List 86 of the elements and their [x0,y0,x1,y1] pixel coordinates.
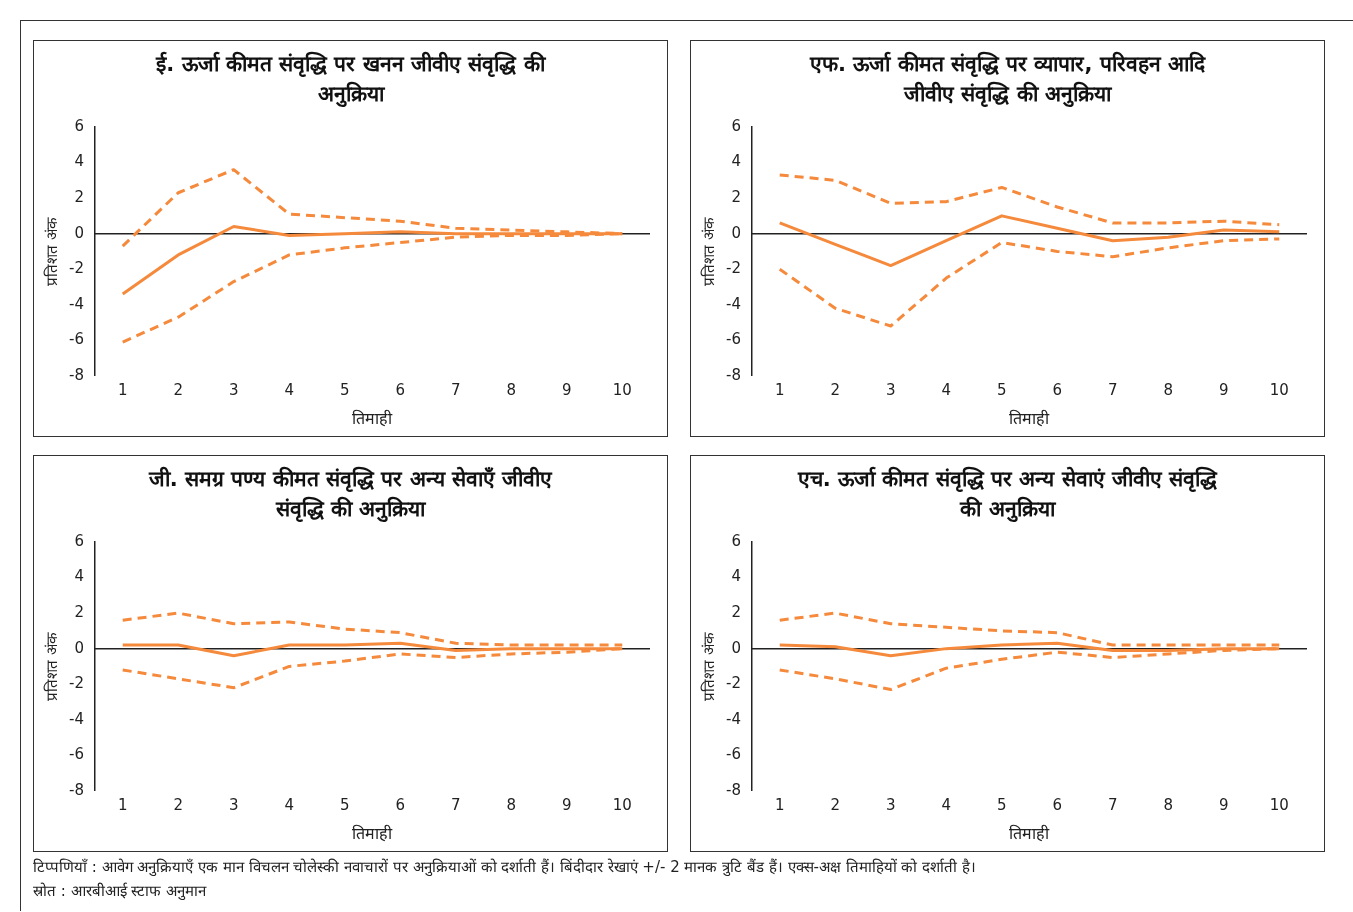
x-tick-label: 7 [450,380,461,399]
y-tick-label: 0 [74,223,84,242]
x-tick-label: 2 [173,795,183,814]
chart-title: एच. ऊर्जा कीमत संवृद्धि पर अन्य सेवाएं जीवीए संवृद्धि की अनुक्रिया [796,465,1219,524]
y-tick-label: 0 [74,638,84,657]
y-tick-label: 6 [74,116,84,135]
y-tick-label: -4 [68,294,84,313]
y-tick-label: -6 [68,330,84,349]
x-tick-label: 3 [228,380,239,399]
x-tick-label: 5 [996,380,1007,399]
chart-title: ई. ऊर्जा कीमत संवृद्धि पर खनन जीवीए संवृद्धि की अनुक्रिया [154,50,547,109]
y-tick-label: 2 [731,187,741,206]
x-tick-label: 4 [284,795,294,814]
y-axis-title: प्रतिशत अंक [699,632,718,701]
y-tick-label: 6 [731,531,741,550]
x-axis-title: तिमाही [352,408,394,428]
y-tick-label: -2 [68,674,84,693]
x-tick-label: 4 [941,380,951,399]
x-tick-label: 2 [173,380,183,399]
x-tick-label: 8 [506,380,517,399]
x-tick-label: 2 [830,380,840,399]
y-tick-label: 6 [731,116,741,135]
x-tick-label: 1 [774,380,785,399]
text: टिप्पणियाँ : आवेग अनुक्रियाएँ एक मान विचलन चोलेस्की नवाचारों पर अनुक्रियाओं को दर्शाती हैं। बिंदीदार रेखाएं +/- 2 मानक त्रुटि बैंड हैं। एक्स-अक्ष तिमाहियों को दर्शाती है। [33,857,977,878]
y-tick-label: 4 [731,567,741,586]
x-tick-label: 7 [450,795,461,814]
x-tick-label: 3 [885,795,896,814]
y-tick-label: 4 [731,152,741,171]
x-tick-label: 5 [996,795,1007,814]
y-tick-label: -8 [725,365,741,384]
x-tick-label: 3 [228,795,239,814]
chart-title: एफ. ऊर्जा कीमत संवृद्धि पर व्यापार, परिवहन आदि जीवीए संवृद्धि की अनुक्रिया [808,50,1207,109]
x-tick-label: 3 [885,380,896,399]
y-axis-title: प्रतिशत अंक [699,217,718,286]
x-tick-label: 1 [117,795,128,814]
x-tick-label: 10 [612,380,632,399]
x-tick-label: 6 [1052,380,1062,399]
y-tick-label: 0 [731,223,741,242]
x-tick-label: 6 [1052,795,1062,814]
y-tick-label: -8 [68,780,84,799]
x-tick-label: 6 [395,795,405,814]
y-tick-label: 2 [731,602,741,621]
x-tick-label: 8 [1163,795,1174,814]
x-tick-label: 10 [612,795,632,814]
x-tick-label: 10 [1269,380,1289,399]
x-axis-title: तिमाही [1009,823,1051,843]
y-tick-label: 6 [74,531,84,550]
x-tick-label: 7 [1107,795,1118,814]
y-tick-label: -6 [725,745,741,764]
y-tick-label: -4 [725,294,741,313]
x-tick-label: 8 [506,795,517,814]
x-tick-label: 5 [339,380,350,399]
x-tick-label: 4 [941,795,951,814]
y-tick-label: 2 [74,187,84,206]
y-tick-label: -6 [725,330,741,349]
x-axis-title: तिमाही [1009,408,1051,428]
y-tick-label: -2 [725,674,741,693]
y-tick-label: -8 [68,365,84,384]
x-tick-label: 6 [395,380,405,399]
x-tick-label: 4 [284,380,294,399]
x-tick-label: 1 [117,380,128,399]
y-tick-label: 0 [731,638,741,657]
y-tick-label: 2 [74,602,84,621]
y-tick-label: -4 [68,709,84,728]
x-tick-label: 5 [339,795,350,814]
y-axis-title: प्रतिशत अंक [42,217,61,286]
x-tick-label: 8 [1163,380,1174,399]
x-tick-label: 9 [561,380,572,399]
x-axis-title: तिमाही [352,823,394,843]
y-tick-label: -6 [68,745,84,764]
x-tick-label: 7 [1107,380,1118,399]
y-tick-label: -2 [68,259,84,278]
y-tick-label: -8 [725,780,741,799]
y-axis-title: प्रतिशत अंक [42,632,61,701]
y-tick-label: 4 [74,567,84,586]
x-tick-label: 2 [830,795,840,814]
x-tick-label: 10 [1269,795,1289,814]
x-tick-label: 9 [1218,380,1229,399]
x-tick-label: 1 [774,795,785,814]
x-tick-label: 9 [561,795,572,814]
x-tick-label: 9 [1218,795,1229,814]
text: स्रोत : आरबीआई स्टाफ अनुमान [33,881,208,902]
chart-title: जी. समग्र पण्य कीमत संवृद्धि पर अन्य सेवाएँ जीवीए संवृद्धि की अनुक्रिया [147,465,554,524]
y-tick-label: -2 [725,259,741,278]
y-tick-label: 4 [74,152,84,171]
y-tick-label: -4 [725,709,741,728]
